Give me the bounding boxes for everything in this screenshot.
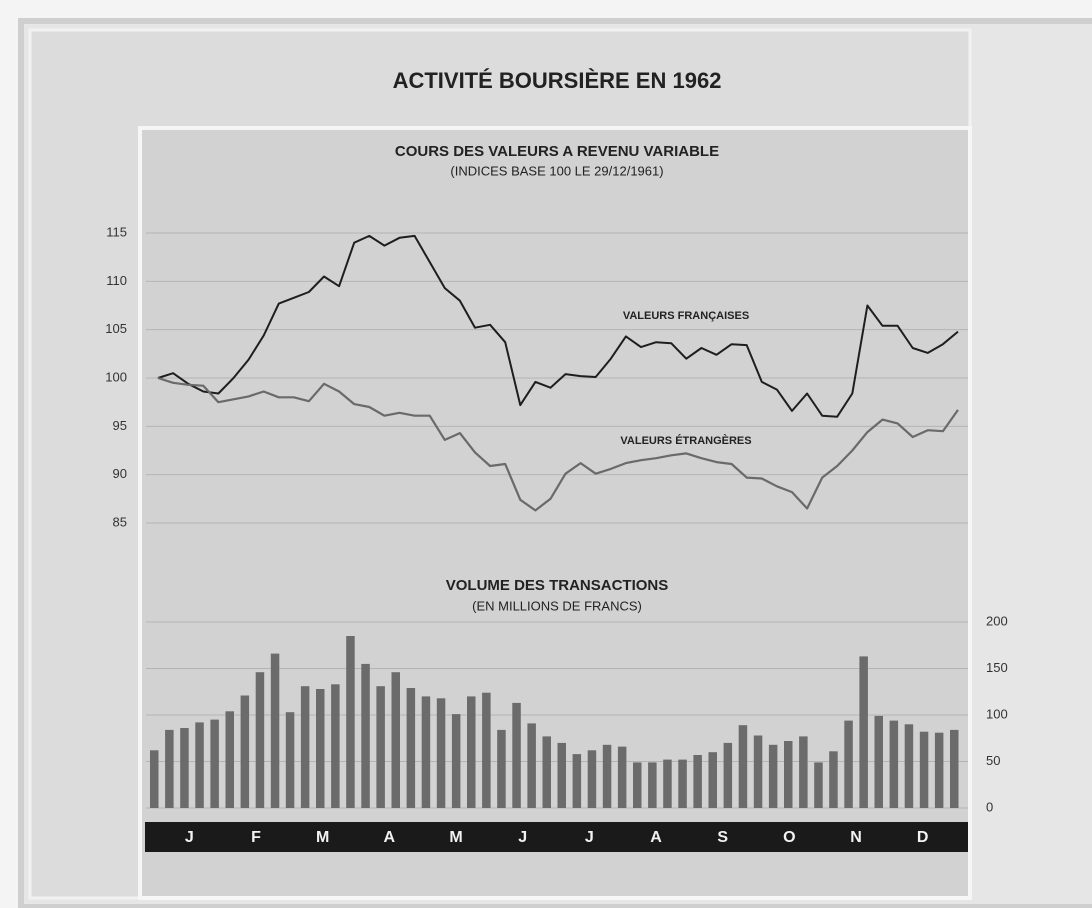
bar [602, 744, 612, 808]
y-tick-label: 100 [105, 369, 127, 384]
month-label: A [384, 829, 396, 846]
bar [361, 663, 370, 808]
marks: VALEURS FRANÇAISES VALEURS ÉTRANGÈRES [150, 234, 959, 808]
bar [421, 696, 431, 808]
bar [557, 742, 566, 808]
month-label: S [717, 829, 728, 846]
bar [950, 729, 959, 808]
month-label: O [783, 829, 795, 846]
bar [512, 702, 521, 808]
y-tick-label: 90 [113, 466, 127, 481]
bar [723, 742, 733, 808]
bar [391, 672, 400, 808]
bar [633, 762, 642, 808]
bar [150, 750, 159, 808]
y-tick-label: 85 [113, 514, 127, 529]
month-band [145, 822, 968, 852]
bar [904, 724, 914, 808]
bar [406, 688, 416, 808]
grid [146, 232, 968, 809]
bar [285, 712, 295, 808]
bar [240, 695, 250, 808]
y-tick-label: 95 [113, 418, 127, 433]
bar [376, 686, 385, 808]
bar [270, 653, 280, 808]
bar [587, 750, 597, 808]
bar [799, 736, 808, 808]
line-chart-subtitle: (INDICES BASE 100 LE 29/12/1961) [450, 163, 663, 178]
bar [255, 672, 265, 808]
bar [844, 720, 853, 808]
bar-chart-title: VOLUME DES TRANSACTIONS [446, 577, 669, 594]
month-label: J [185, 829, 194, 846]
bar [663, 759, 672, 808]
bar [919, 731, 929, 808]
month-label: D [917, 829, 929, 846]
bar [753, 735, 763, 808]
y-tick-label: 100 [986, 706, 1008, 721]
month-label: A [650, 829, 662, 846]
bar [768, 744, 778, 808]
series-label: VALEURS ÉTRANGÈRES [620, 434, 751, 447]
bar [889, 720, 899, 808]
month-label: N [850, 829, 862, 846]
series-label: VALEURS FRANÇAISES [623, 310, 749, 322]
page-title: ACTIVITÉ BOURSIÈRE EN 1962 [393, 68, 722, 93]
bar [648, 762, 657, 808]
bar [829, 751, 838, 808]
bar [436, 698, 446, 808]
series-line [157, 376, 959, 512]
bar [934, 732, 944, 808]
bar [451, 714, 461, 808]
bar [572, 754, 582, 808]
bar [738, 725, 748, 808]
bar [482, 692, 491, 808]
bar [617, 746, 627, 808]
bar [542, 736, 551, 808]
bar [225, 711, 234, 808]
bar [859, 656, 868, 808]
y-tick-label: 150 [986, 660, 1008, 675]
y-tick-label: 110 [106, 273, 127, 288]
bar [784, 741, 793, 808]
bar [527, 723, 536, 808]
bar [195, 722, 204, 808]
bar [180, 728, 189, 808]
y-tick-label: 105 [105, 321, 127, 336]
y-tick-label: 50 [986, 753, 1000, 768]
bar [210, 719, 219, 808]
bar [497, 729, 506, 808]
y-tick-label: 0 [986, 799, 993, 814]
bar [316, 689, 325, 808]
bar [165, 729, 174, 808]
bar-chart-subtitle: (EN MILLIONS DE FRANCS) [472, 598, 642, 613]
y-tick-label: 200 [986, 613, 1008, 628]
month-label: M [449, 829, 462, 846]
bar [814, 762, 823, 808]
y-tick-label: 115 [106, 224, 127, 239]
bar [331, 684, 340, 808]
series-line [157, 234, 959, 418]
bar [300, 686, 310, 808]
bar [708, 752, 717, 808]
bar [678, 759, 687, 808]
bar [693, 755, 702, 808]
bar [467, 696, 476, 808]
line-chart-title: COURS DES VALEURS A REVENU VARIABLE [395, 143, 719, 160]
month-label: M [316, 829, 329, 846]
bar [346, 636, 355, 808]
month-label: F [251, 829, 261, 846]
bar [874, 715, 883, 808]
month-label: J [518, 829, 527, 846]
month-label: J [585, 829, 594, 846]
